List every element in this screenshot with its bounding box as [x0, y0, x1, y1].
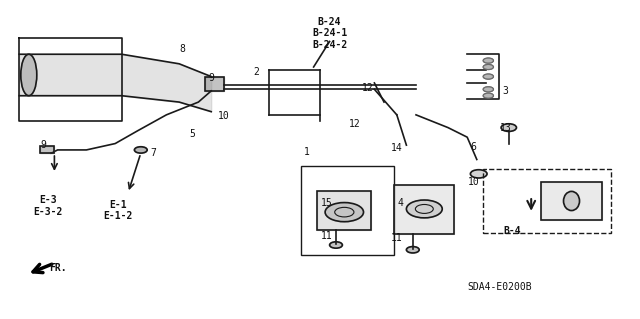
Text: 10: 10 [218, 111, 230, 122]
Circle shape [483, 93, 493, 98]
Text: 7: 7 [150, 148, 157, 158]
Circle shape [406, 247, 419, 253]
Bar [541, 182, 602, 220]
Circle shape [501, 124, 516, 131]
Text: 12: 12 [362, 83, 374, 93]
Text: 14: 14 [391, 143, 403, 153]
Text: 11: 11 [321, 231, 332, 241]
Text: B-4: B-4 [503, 226, 521, 236]
Ellipse shape [564, 191, 580, 211]
Circle shape [483, 74, 493, 79]
Circle shape [406, 200, 442, 218]
Text: 4: 4 [397, 197, 403, 208]
Text: FR.: FR. [49, 263, 67, 273]
Bar [301, 166, 394, 255]
Text: 1: 1 [304, 146, 310, 157]
Circle shape [483, 87, 493, 92]
Text: B-24
B-24-1
B-24-2: B-24 B-24-1 B-24-2 [312, 17, 348, 50]
Text: 15: 15 [321, 197, 332, 208]
Circle shape [330, 242, 342, 248]
Circle shape [483, 58, 493, 63]
Bar [394, 185, 454, 234]
Bar [317, 191, 371, 230]
Circle shape [325, 203, 364, 222]
Bar [205, 77, 224, 91]
Ellipse shape [20, 54, 36, 96]
Bar [394, 185, 454, 234]
Bar [541, 182, 602, 220]
Bar [317, 191, 371, 230]
Text: 2: 2 [253, 67, 259, 77]
Text: 9: 9 [208, 73, 214, 83]
Circle shape [134, 147, 147, 153]
Text: 12: 12 [349, 119, 361, 130]
Circle shape [470, 170, 487, 178]
Text: 11: 11 [391, 233, 403, 243]
Text: 13: 13 [500, 122, 511, 133]
Bar [205, 77, 224, 91]
Text: E-3
E-3-2: E-3 E-3-2 [33, 195, 63, 217]
Text: 9: 9 [40, 140, 47, 150]
Bar [483, 169, 611, 233]
Text: 5: 5 [189, 129, 195, 139]
Text: 10: 10 [468, 177, 479, 187]
Bar [40, 146, 54, 153]
Text: 8: 8 [179, 44, 186, 55]
Text: 3: 3 [502, 86, 509, 96]
Text: 6: 6 [470, 142, 477, 152]
Circle shape [483, 64, 493, 70]
Bar [40, 146, 54, 153]
Text: SDA4-E0200B: SDA4-E0200B [467, 282, 531, 292]
Text: E-1
E-1-2: E-1 E-1-2 [104, 200, 133, 221]
